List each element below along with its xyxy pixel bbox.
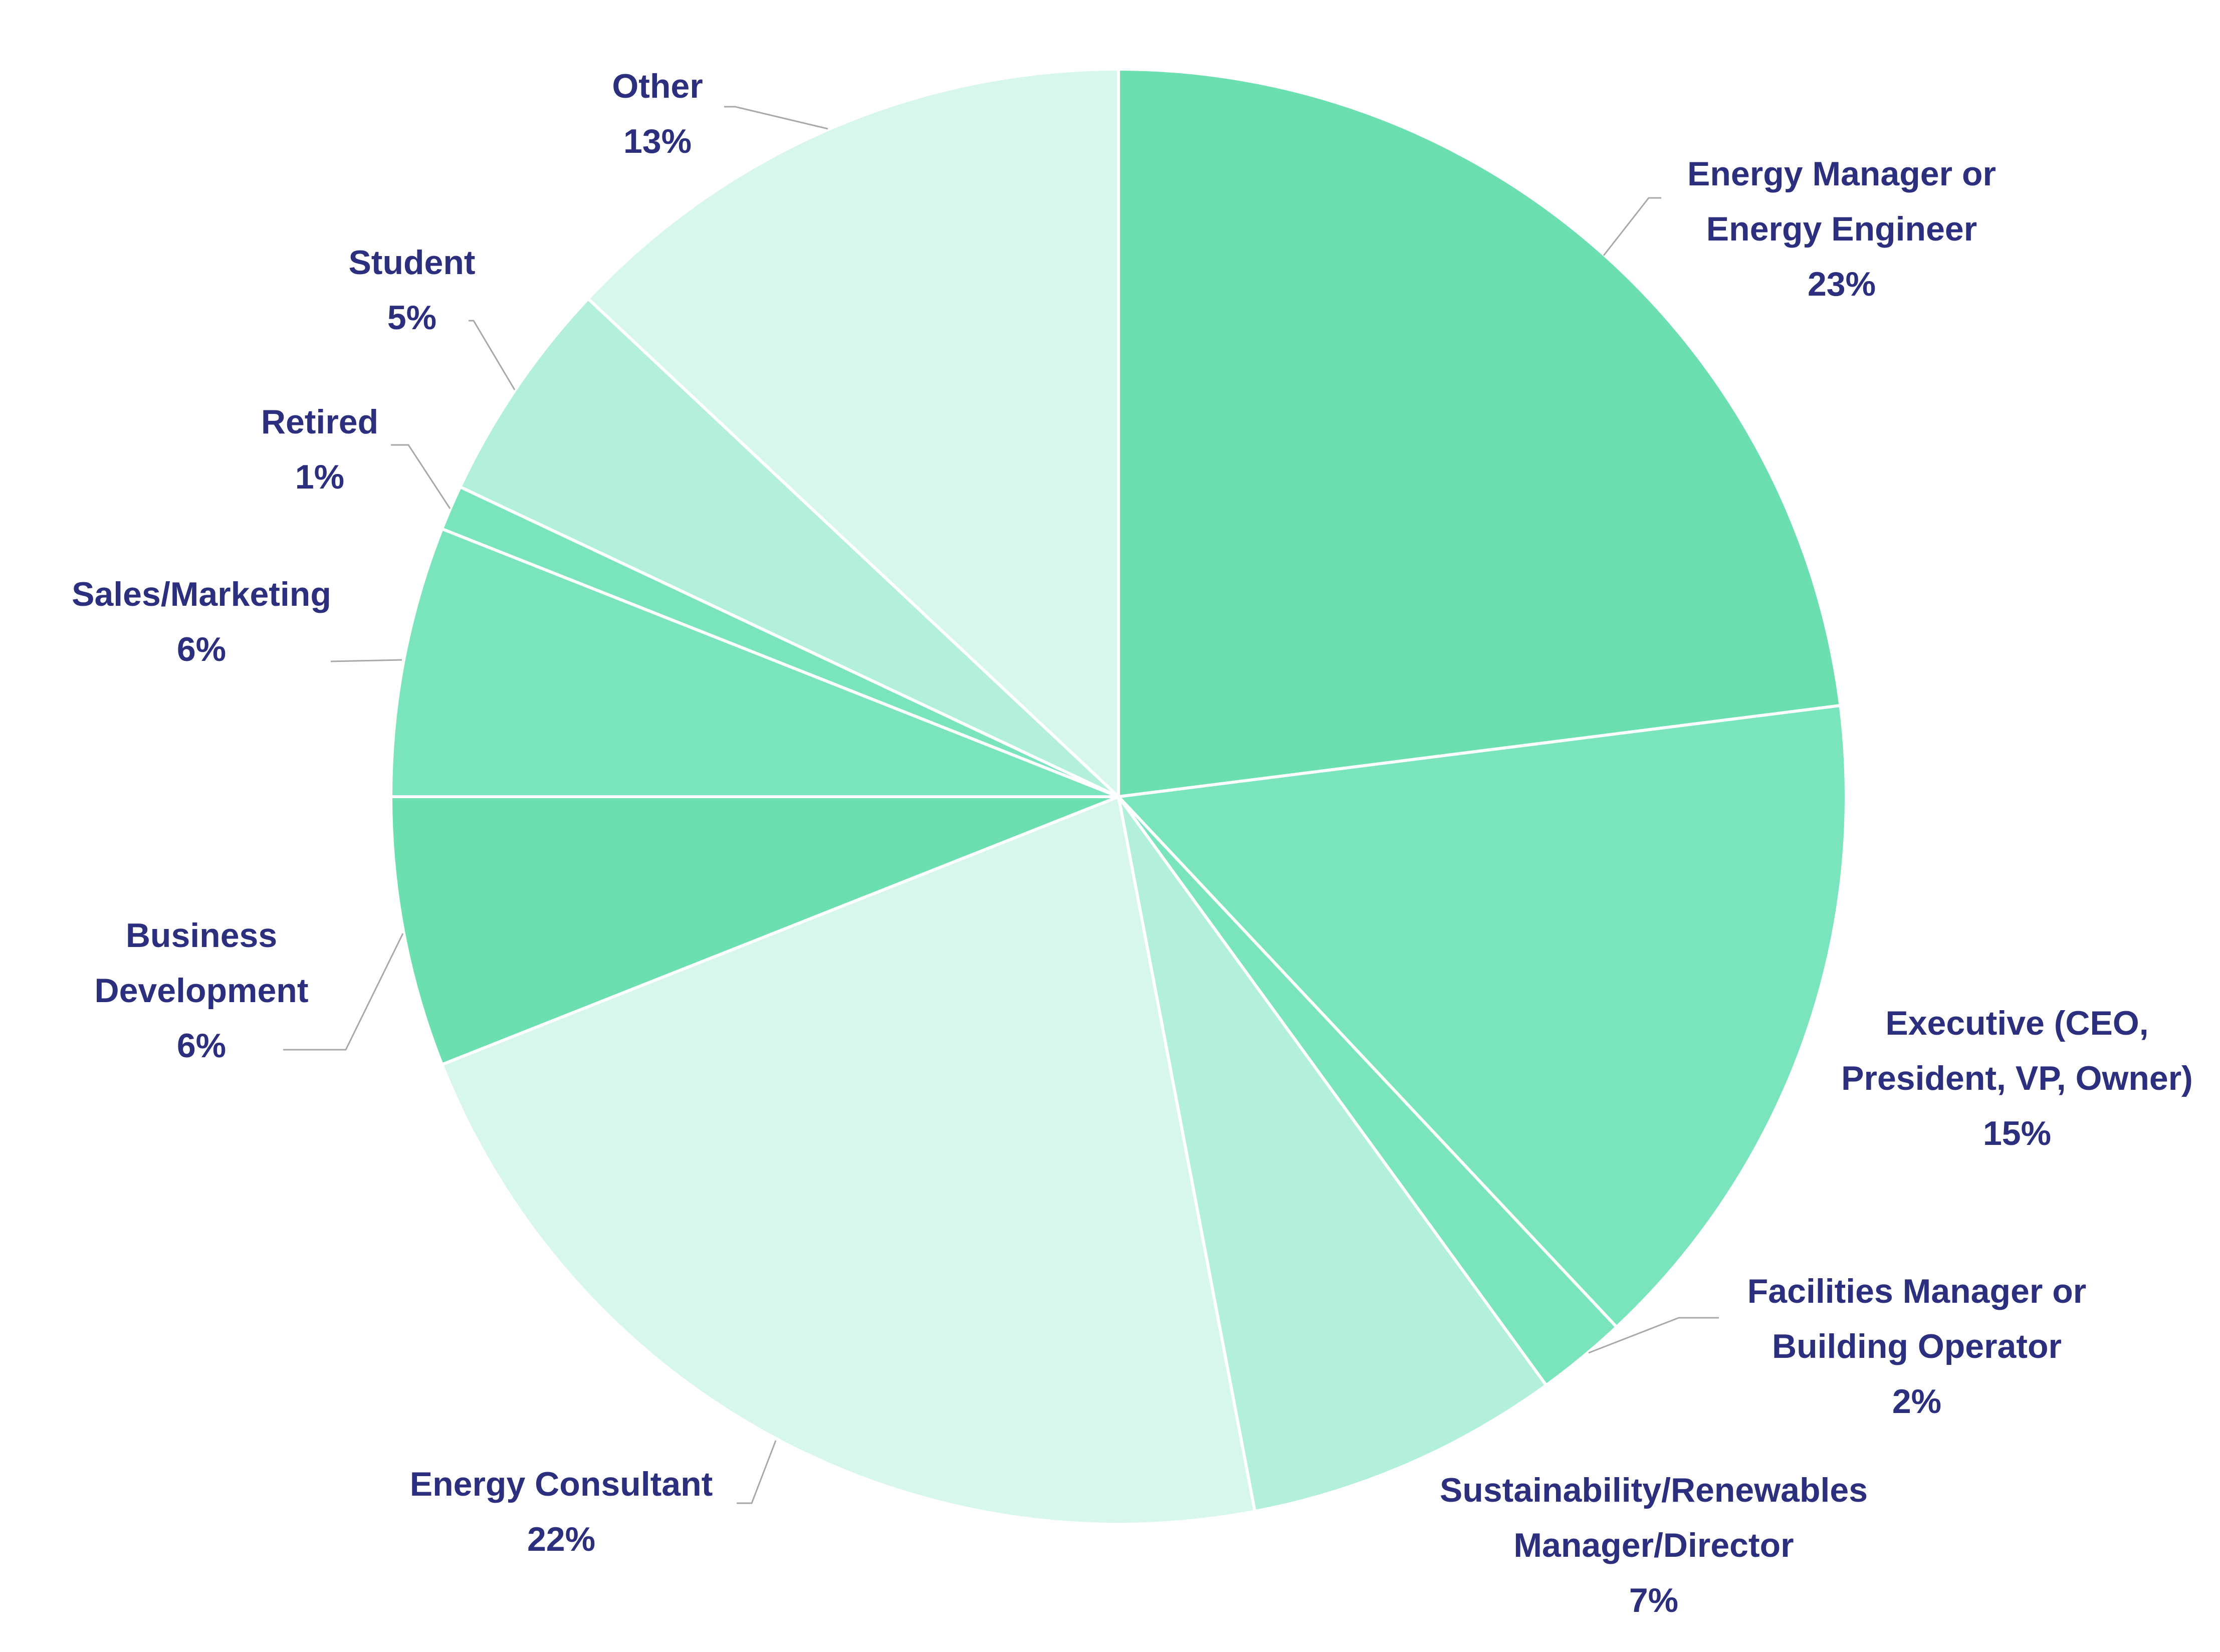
- slice-value-label: 5%: [387, 299, 436, 337]
- slice-value-label: 6%: [177, 630, 226, 668]
- slice-value-label: 7%: [1629, 1581, 1678, 1619]
- slice-value-label: 15%: [1983, 1114, 2051, 1152]
- slice-label-line: Building Operator: [1772, 1327, 2062, 1365]
- slice-label: Facilities Manager or Building Operator 2%: [1747, 1272, 2086, 1421]
- pie-slice: [458, 296, 1120, 798]
- slice-label-line: Other: [612, 67, 703, 105]
- slice-label: Sales/Marketing 6%: [72, 575, 331, 668]
- slice-label-line: Business: [126, 916, 277, 955]
- slice-label-line: Development: [95, 972, 309, 1010]
- leader-line: [283, 933, 404, 1051]
- slice-value-label: 6%: [177, 1027, 226, 1065]
- slice-label-line: Facilities Manager or: [1747, 1272, 2086, 1310]
- slice-label-line: President, VP, Owner): [1841, 1059, 2193, 1097]
- slice-value-label: 1%: [295, 458, 344, 496]
- slice-value-label: 23%: [1808, 265, 1876, 303]
- slice-label: Other 13%: [612, 67, 703, 160]
- leader-line: [737, 1440, 777, 1504]
- leader-line: [1588, 1317, 1719, 1354]
- leader-line: [330, 659, 402, 662]
- slice-label-line: Executive (CEO,: [1885, 1004, 2148, 1042]
- slice-label: Sustainability/Renewables Manager/Directo…: [1440, 1471, 1868, 1619]
- pie-slice: [1115, 703, 1848, 1329]
- slice-label: Student 5%: [348, 244, 475, 337]
- slice-label-line: Retired: [261, 403, 378, 441]
- slice-value-label: 13%: [623, 122, 692, 160]
- slice-label-line: Energy Consultant: [410, 1465, 713, 1503]
- slice-label: Retired 1%: [261, 403, 378, 496]
- leader-line: [391, 444, 451, 509]
- slice-label: Executive (CEO, President, VP, Owner) 15%: [1841, 1004, 2193, 1152]
- slice-value-label: 22%: [527, 1520, 595, 1558]
- slice-label-line: Manager/Director: [1513, 1526, 1794, 1564]
- slice-label: Energy Manager or Energy Engineer 23%: [1687, 155, 1996, 303]
- slice-label-line: Sustainability/Renewables: [1440, 1471, 1868, 1509]
- pie-slice: [440, 794, 1257, 1526]
- slice-label: Energy Consultant 22%: [410, 1465, 713, 1558]
- leader-line: [1603, 197, 1661, 256]
- slice-label-line: Student: [348, 244, 475, 282]
- pie-slice: [389, 527, 1120, 798]
- pie-slice: [1117, 796, 1548, 1513]
- pie-slice: [586, 67, 1120, 800]
- leader-line: [469, 320, 516, 390]
- slice-label-line: Sales/Marketing: [72, 575, 331, 613]
- leader-line: [724, 106, 828, 130]
- slice-label-line: Energy Manager or: [1687, 155, 1996, 193]
- slice-label: Business Development 6%: [95, 916, 309, 1065]
- pie-slice: [1117, 67, 1842, 799]
- slice-label-line: Energy Engineer: [1706, 210, 1977, 248]
- pie-slice: [389, 795, 1120, 1067]
- slice-value-label: 2%: [1892, 1382, 1941, 1421]
